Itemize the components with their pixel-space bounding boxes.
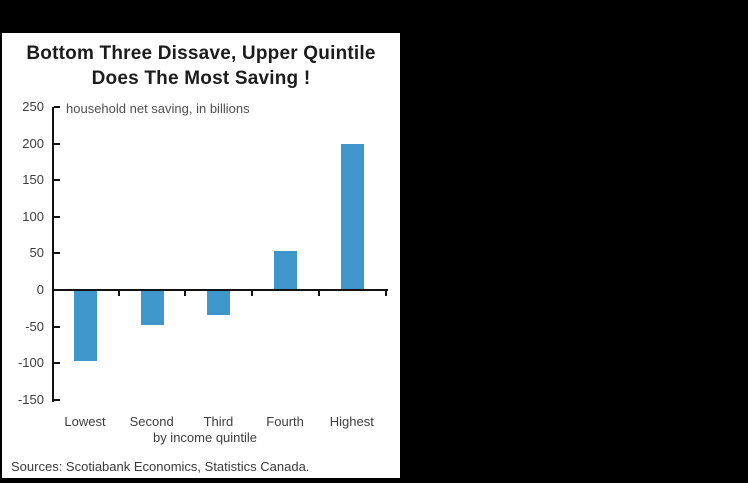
y-tick-label: -150 xyxy=(17,391,44,407)
x-axis-tick xyxy=(184,291,187,296)
x-tick-label-fourth: Fourth xyxy=(266,414,304,429)
y-tick-label: 200 xyxy=(22,135,44,151)
y-axis-tick xyxy=(54,398,60,401)
y-tick-label: 50 xyxy=(29,245,44,261)
y-axis-tick xyxy=(54,362,60,365)
y-axis-tick xyxy=(54,179,60,182)
plot-area: household net saving, in billions 250 200… xyxy=(2,33,400,478)
y-tick-label: 0 xyxy=(36,282,44,297)
source-note: Sources: Scotiabank Economics, Statistic… xyxy=(11,459,310,474)
y-axis-unit-label: household net saving, in billions xyxy=(66,101,250,116)
chart-title: Bottom Three Dissave, Upper Quintile Doe… xyxy=(2,41,400,91)
y-tick-label: -100 xyxy=(17,355,44,371)
y-axis-line xyxy=(52,107,54,402)
bar-second xyxy=(140,291,164,325)
x-tick-label-lowest: Lowest xyxy=(64,414,106,429)
x-axis-tick xyxy=(317,291,320,296)
x-axis-tick xyxy=(384,291,387,296)
x-tick-label-highest: Highest xyxy=(329,414,374,429)
y-axis-tick xyxy=(54,215,60,218)
y-tick-label: -50 xyxy=(25,318,44,334)
x-axis-tick xyxy=(117,291,120,296)
x-axis-title: by income quintile xyxy=(152,430,258,445)
y-tick-label: 250 xyxy=(22,99,44,114)
x-tick-label-third: Third xyxy=(203,414,234,429)
y-tick-label: 150 xyxy=(22,172,44,188)
y-axis-tick xyxy=(54,106,60,108)
y-axis-tick xyxy=(54,252,60,255)
bar-lowest xyxy=(73,291,97,362)
bar-highest xyxy=(340,143,364,290)
x-tick-label-second: Second xyxy=(129,414,174,429)
x-axis-tick xyxy=(251,291,254,296)
chart-title-line1: Bottom Three Dissave, Upper Quintile xyxy=(26,43,376,64)
y-tick-label: 100 xyxy=(22,208,44,224)
bar-third xyxy=(207,291,231,316)
chart-title-line2: Does The Most Saving ! xyxy=(91,68,311,89)
y-axis-tick xyxy=(54,142,60,145)
bar-fourth xyxy=(273,251,297,290)
y-axis-tick xyxy=(54,325,60,328)
x-axis-line xyxy=(52,289,388,291)
chart-panel: Bottom Three Dissave, Upper Quintile Doe… xyxy=(2,33,400,478)
